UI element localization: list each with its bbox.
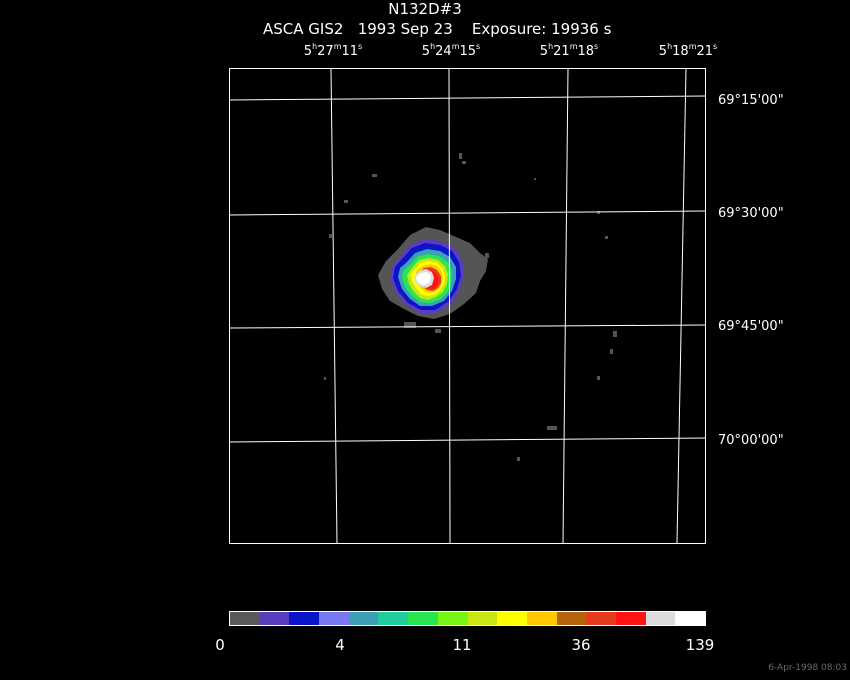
background-noise xyxy=(324,153,617,461)
ra-label-3: 5h21m18s xyxy=(539,42,599,60)
dec-label-3: 69°45'00" xyxy=(718,319,784,334)
ra-label-2: 5h24m15s xyxy=(421,42,481,60)
color-scale-swatch xyxy=(586,612,616,625)
color-scale-swatch xyxy=(408,612,438,625)
ra-label-1: 5h27m11s xyxy=(303,42,363,60)
color-scale-swatch xyxy=(467,612,498,625)
color-scale-bar xyxy=(229,611,706,626)
dec-label-1: 69°15'00" xyxy=(718,93,784,108)
timestamp: 6-Apr-1998 08:03 xyxy=(768,663,847,673)
color-scale-swatch xyxy=(556,612,587,625)
ra-label-4: 5h18m21s xyxy=(658,42,718,60)
sky-image xyxy=(230,69,705,543)
coordinate-grid xyxy=(230,69,705,543)
scale-tick-36: 36 xyxy=(571,636,591,654)
scale-tick-11: 11 xyxy=(452,636,472,654)
color-scale-swatch xyxy=(348,612,379,625)
observation-info: ASCA GIS2 1993 Sep 23 Exposure: 19936 s xyxy=(263,20,612,38)
scale-tick-0: 0 xyxy=(215,636,225,654)
color-scale-swatch xyxy=(289,612,320,625)
color-scale-swatch xyxy=(378,612,409,625)
color-scale-swatch xyxy=(675,612,705,625)
dec-label-4: 70°00'00" xyxy=(718,433,784,448)
color-scale-swatch xyxy=(230,612,260,625)
color-scale-swatch xyxy=(497,612,527,625)
color-scale-swatch xyxy=(526,612,557,625)
dec-label-2: 69°30'00" xyxy=(718,206,784,221)
color-scale-swatch xyxy=(645,612,676,625)
image-title: N132D#3 xyxy=(388,0,462,18)
color-scale-swatch xyxy=(319,612,349,625)
scale-tick-4: 4 xyxy=(335,636,345,654)
scale-tick-139: 139 xyxy=(685,636,715,654)
color-scale-swatch xyxy=(437,612,468,625)
color-scale-swatch xyxy=(615,612,646,625)
source-emission xyxy=(378,227,488,319)
xray-image-panel[interactable] xyxy=(229,68,706,544)
color-scale-swatch xyxy=(259,612,290,625)
